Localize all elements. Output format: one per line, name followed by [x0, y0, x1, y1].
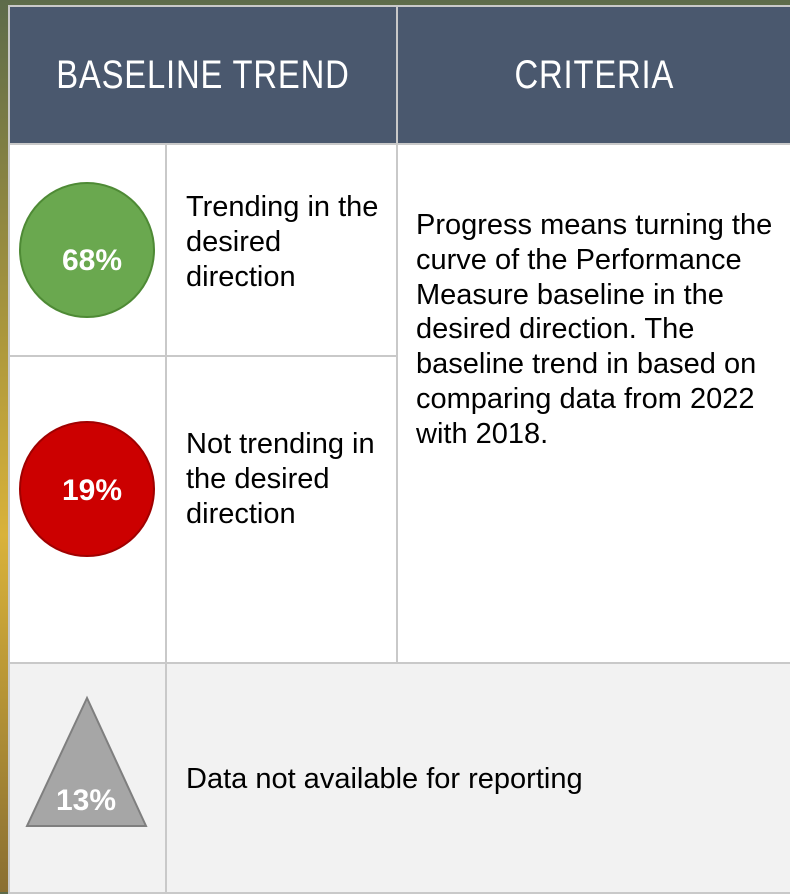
red-circle — [19, 421, 155, 557]
header-cell: CRITERIA — [396, 5, 790, 145]
gray-triangle — [25, 695, 148, 827]
percent-label: 68% — [62, 244, 122, 277]
green-circle — [19, 182, 155, 318]
header-text: BASELINE TREND — [56, 52, 350, 97]
label-cell — [165, 662, 790, 894]
label-cell — [165, 355, 398, 664]
trend-label: Trending in the desired direction — [186, 191, 379, 293]
percent-label: 19% — [62, 474, 122, 507]
header-text: CRITERIA — [514, 52, 674, 97]
trend-label: Not trending in the desired direction — [186, 428, 375, 530]
label-cell — [165, 143, 398, 357]
criteria-cell — [396, 143, 790, 664]
trend-label: Data not available for reporting — [186, 763, 583, 795]
percent-label: 13% — [56, 784, 116, 817]
criteria-text: Progress means turning the curve of the … — [416, 209, 773, 450]
header-cell: BASELINE TREND — [8, 5, 398, 145]
